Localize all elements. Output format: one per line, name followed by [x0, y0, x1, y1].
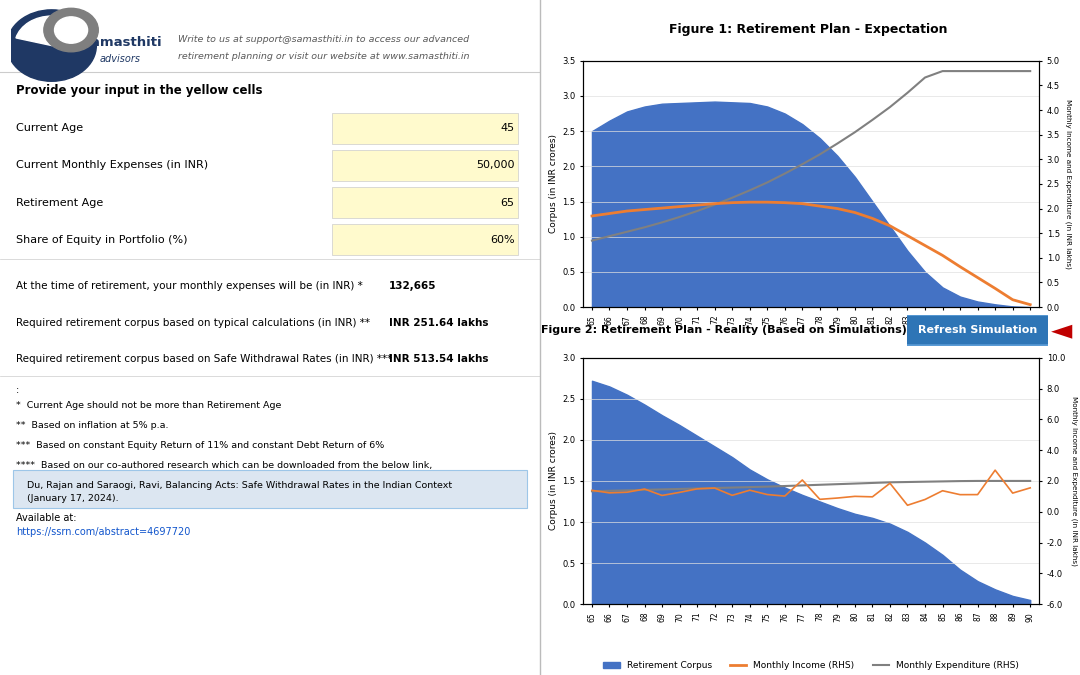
FancyBboxPatch shape — [333, 150, 518, 181]
Legend: Retirement Corpus, Monthly Income (RHS), Monthly Expenditure (RHS): Retirement Corpus, Monthly Income (RHS),… — [599, 360, 1023, 377]
Text: Available at:: Available at: — [16, 514, 77, 523]
Text: :: : — [16, 385, 19, 395]
Text: Provide your input in the yellow cells: Provide your input in the yellow cells — [16, 84, 262, 97]
Text: INR 513.54 lakhs: INR 513.54 lakhs — [389, 354, 488, 364]
Text: Figure 1: Retirement Plan - Expectation: Figure 1: Retirement Plan - Expectation — [670, 22, 947, 36]
Text: 50,000: 50,000 — [476, 161, 515, 170]
Circle shape — [6, 10, 96, 81]
Text: advisors: advisors — [100, 54, 140, 63]
Text: Figure 2: Retirement Plan - Reality (Based on Simulations): Figure 2: Retirement Plan - Reality (Bas… — [541, 325, 906, 335]
FancyBboxPatch shape — [333, 187, 518, 218]
Y-axis label: Corpus (in INR crores): Corpus (in INR crores) — [549, 134, 558, 234]
FancyBboxPatch shape — [903, 315, 1052, 346]
Text: ****  Based on our co-authored research which can be downloaded from the below l: **** Based on our co-authored research w… — [16, 461, 432, 470]
Text: 60%: 60% — [490, 235, 515, 244]
FancyBboxPatch shape — [13, 470, 527, 508]
Legend: Retirement Corpus, Monthly Income (RHS), Monthly Expenditure (RHS): Retirement Corpus, Monthly Income (RHS),… — [599, 657, 1023, 674]
Text: ***  Based on constant Equity Return of 11% and constant Debt Return of 6%: *** Based on constant Equity Return of 1… — [16, 441, 384, 450]
Text: At the time of retirement, your monthly expenses will be (in INR) *: At the time of retirement, your monthly … — [16, 281, 363, 291]
FancyBboxPatch shape — [333, 113, 518, 144]
Text: Required retirement corpus based on typical calculations (in INR) **: Required retirement corpus based on typi… — [16, 318, 370, 327]
Y-axis label: Monthly Income and Expenditure (in INR lakhs): Monthly Income and Expenditure (in INR l… — [1065, 99, 1072, 269]
Circle shape — [44, 8, 98, 52]
Text: 65: 65 — [501, 198, 515, 207]
Text: retirement planning or visit our website at www.samasthiti.in: retirement planning or visit our website… — [178, 52, 470, 61]
Text: samasthiti: samasthiti — [84, 36, 162, 49]
Text: https://ssrn.com/abstract=4697720: https://ssrn.com/abstract=4697720 — [16, 527, 190, 537]
Y-axis label: Corpus (in INR crores): Corpus (in INR crores) — [549, 431, 558, 531]
Text: Required retirement corpus based on Safe Withdrawal Rates (in INR) ***: Required retirement corpus based on Safe… — [16, 354, 392, 364]
Text: Current Monthly Expenses (in INR): Current Monthly Expenses (in INR) — [16, 161, 208, 170]
Y-axis label: Monthly Income and Expenditure (in INR lakhs): Monthly Income and Expenditure (in INR l… — [1070, 396, 1077, 566]
Text: 45: 45 — [500, 124, 515, 133]
Text: Current Age: Current Age — [16, 124, 83, 133]
Wedge shape — [16, 16, 87, 46]
Text: Du, Rajan and Saraogi, Ravi, Balancing Acts: Safe Withdrawal Rates in the Indian: Du, Rajan and Saraogi, Ravi, Balancing A… — [27, 481, 453, 490]
Circle shape — [54, 17, 87, 43]
Text: **  Based on inflation at 5% p.a.: ** Based on inflation at 5% p.a. — [16, 421, 168, 430]
Text: 132,665: 132,665 — [389, 281, 436, 291]
Text: Share of Equity in Portfolio (%): Share of Equity in Portfolio (%) — [16, 235, 188, 244]
Text: Write to us at support@samasthiti.in to access our advanced: Write to us at support@samasthiti.in to … — [178, 34, 470, 44]
Text: INR 251.64 lakhs: INR 251.64 lakhs — [389, 318, 488, 327]
FancyBboxPatch shape — [333, 224, 518, 255]
Text: ◄: ◄ — [1051, 316, 1072, 344]
Text: Retirement Age: Retirement Age — [16, 198, 104, 207]
Text: Refresh Simulation: Refresh Simulation — [918, 325, 1037, 335]
Text: *  Current Age should not be more than Retirement Age: * Current Age should not be more than Re… — [16, 400, 282, 410]
Text: (January 17, 2024).: (January 17, 2024). — [27, 494, 119, 504]
